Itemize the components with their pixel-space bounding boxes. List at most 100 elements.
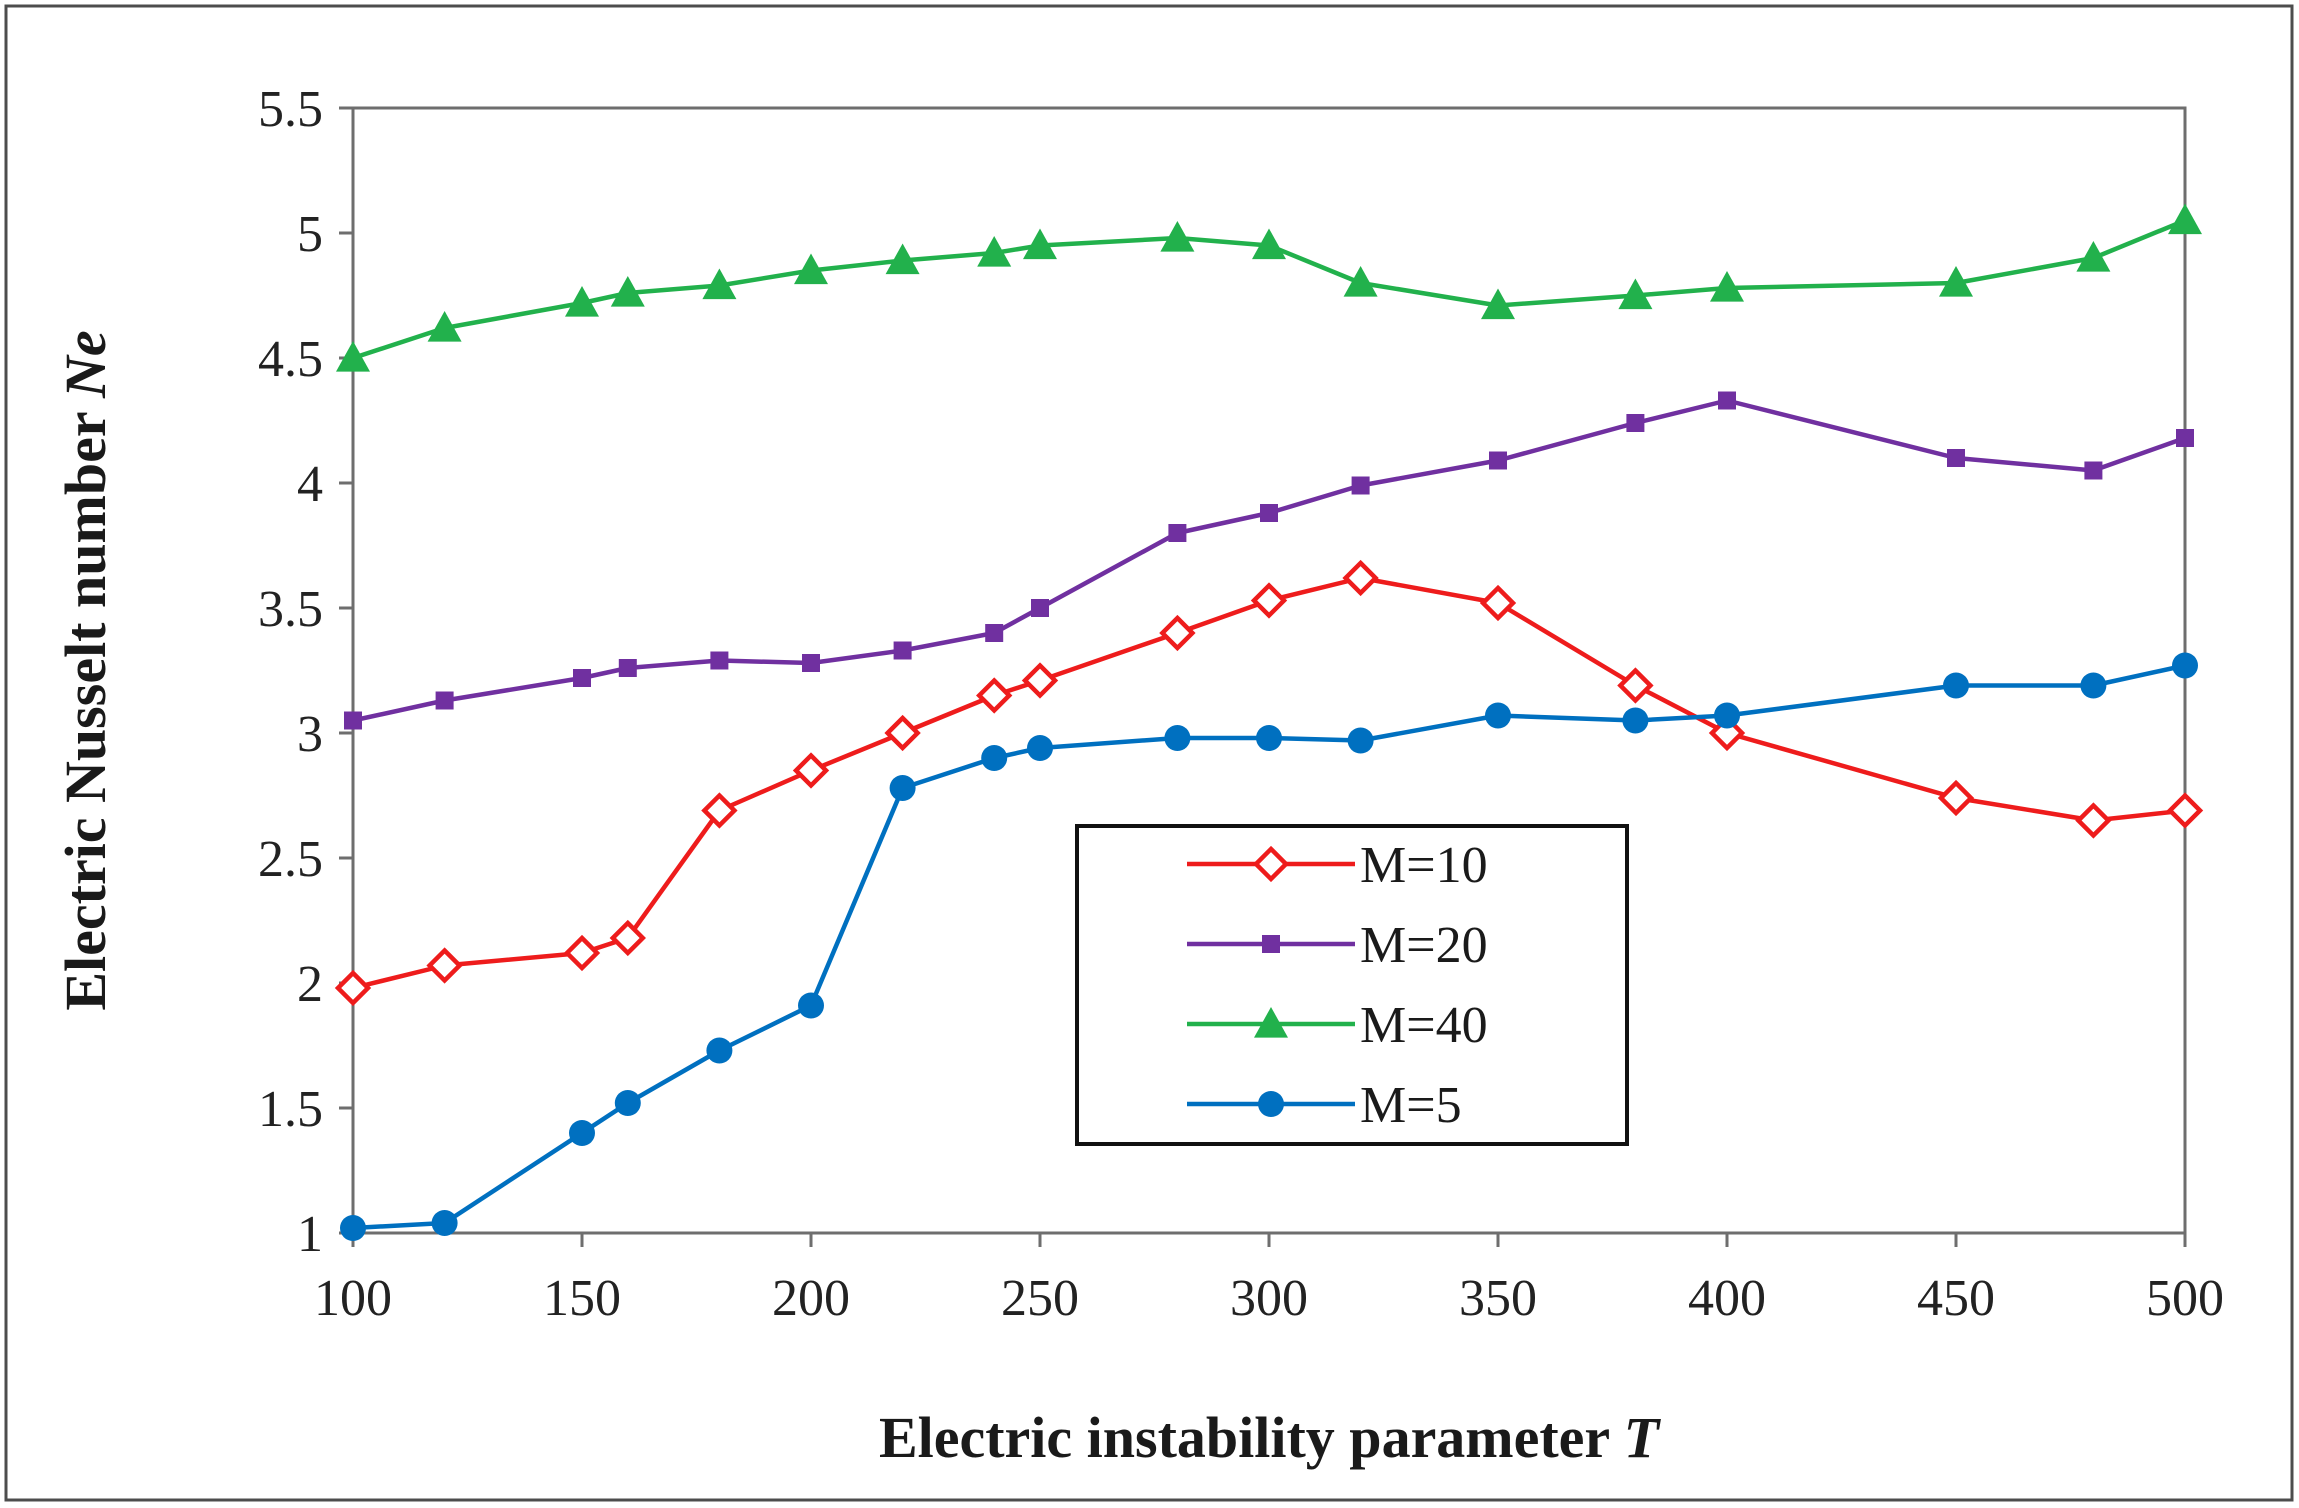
legend-marker <box>1254 1007 1288 1038</box>
series-M=40 <box>336 203 2202 372</box>
legend-label: M=10 <box>1360 837 1488 894</box>
data-point <box>1714 702 1740 729</box>
data-point <box>1256 725 1282 751</box>
y-tick-label: 2 <box>297 956 323 1013</box>
data-point <box>1164 725 1191 751</box>
data-point <box>1343 266 1378 297</box>
data-point <box>2168 203 2202 235</box>
data-point <box>2080 672 2107 699</box>
y-tick-label: 2.5 <box>258 831 323 888</box>
y-axis-title-symbol: Ne <box>53 330 118 399</box>
data-point <box>614 1090 641 1116</box>
data-point <box>977 236 1012 267</box>
data-point <box>889 775 916 801</box>
series-M=20 <box>344 391 2194 730</box>
data-point <box>2076 241 2111 272</box>
legend-box <box>1075 824 1629 1146</box>
series-M=5 <box>340 652 2198 1241</box>
x-axis-title-text: Electric instability parameter <box>879 1405 1609 1470</box>
y-tick-label: 3 <box>297 706 323 763</box>
y-tick-label: 1 <box>297 1206 323 1263</box>
data-point <box>706 1037 733 1064</box>
data-point <box>1939 266 1973 297</box>
data-point <box>435 691 454 710</box>
y-tick-label: 4 <box>297 456 323 513</box>
y-tick-label: 4.5 <box>258 331 323 388</box>
legend: M=10 M=20 M=40 M=5 <box>1075 824 1629 1146</box>
data-point <box>884 714 921 752</box>
legend-item: M=5 <box>1187 1077 1462 1134</box>
data-point <box>610 276 645 307</box>
data-point <box>1252 228 1286 260</box>
y-tick-label: 5 <box>297 206 323 263</box>
legend-item: M=20 <box>1187 917 1488 974</box>
y-axis-title: Electric Nusselt number Ne <box>53 330 118 1010</box>
data-point <box>336 341 370 372</box>
data-point <box>885 243 920 275</box>
data-point <box>702 268 737 300</box>
x-tick-label: 100 <box>314 1270 392 1327</box>
data-point <box>1260 504 1278 522</box>
legend-marker <box>1252 845 1290 883</box>
x-tick-label: 450 <box>1917 1270 1995 1327</box>
data-point <box>1622 707 1649 734</box>
x-tick-label: 300 <box>1230 1270 1308 1327</box>
data-point <box>2075 802 2112 839</box>
data-point <box>792 752 830 789</box>
data-point <box>1626 414 1645 432</box>
data-point <box>1027 735 1053 761</box>
x-axis-title-symbol: T <box>1624 1405 1662 1470</box>
data-point <box>426 947 463 984</box>
data-point <box>569 1120 595 1146</box>
data-point <box>563 934 601 972</box>
x-tick-label: 200 <box>772 1270 850 1327</box>
y-tick-label: 1.5 <box>258 1081 323 1138</box>
y-tick-label: 5.5 <box>258 81 323 138</box>
data-point <box>710 651 729 670</box>
data-point <box>565 286 599 317</box>
x-axis-title: Electric instability parameter T <box>879 1405 1662 1470</box>
data-point <box>802 654 820 672</box>
y-tick-label: 3.5 <box>258 581 323 638</box>
data-point <box>1617 667 1654 704</box>
data-point <box>1031 599 1049 617</box>
data-point <box>2172 652 2198 679</box>
data-point <box>1168 524 1187 542</box>
data-point <box>1250 582 1288 619</box>
data-point <box>1481 288 1515 320</box>
data-point <box>1342 559 1379 597</box>
data-point <box>2176 429 2194 447</box>
data-point <box>794 253 828 285</box>
data-point <box>1160 221 1195 252</box>
x-tick-label: 350 <box>1459 1270 1537 1327</box>
data-point <box>1718 391 1736 410</box>
data-point <box>1347 727 1374 754</box>
legend-marker <box>1258 1091 1284 1117</box>
data-point <box>1937 779 1975 817</box>
data-point <box>609 919 646 957</box>
data-point <box>431 1210 458 1236</box>
legend-label: M=5 <box>1360 1077 1462 1134</box>
data-point <box>2166 792 2204 829</box>
data-point <box>1485 702 1511 729</box>
data-point <box>427 311 462 342</box>
data-point <box>701 792 738 829</box>
x-tick-label: 400 <box>1688 1270 1766 1327</box>
x-axis: 100 150 200 250 300 350 400 450 500 <box>314 1233 2224 1327</box>
data-point <box>618 659 637 677</box>
data-point <box>1479 584 1517 622</box>
y-axis: 1 1.5 2 2.5 3 3.5 4 4.5 5 5.5 <box>258 81 353 1263</box>
data-point <box>1489 451 1507 470</box>
data-point <box>1023 228 1057 260</box>
data-point <box>344 711 362 730</box>
data-point <box>2084 461 2103 480</box>
legend-item: M=40 <box>1187 997 1488 1054</box>
data-point <box>1351 476 1370 495</box>
data-point <box>334 969 372 1007</box>
data-point <box>981 745 1008 771</box>
data-point <box>1943 672 1969 699</box>
data-point <box>1618 278 1653 310</box>
data-point <box>976 677 1013 714</box>
data-point <box>1947 449 1965 467</box>
data-point <box>573 669 591 687</box>
